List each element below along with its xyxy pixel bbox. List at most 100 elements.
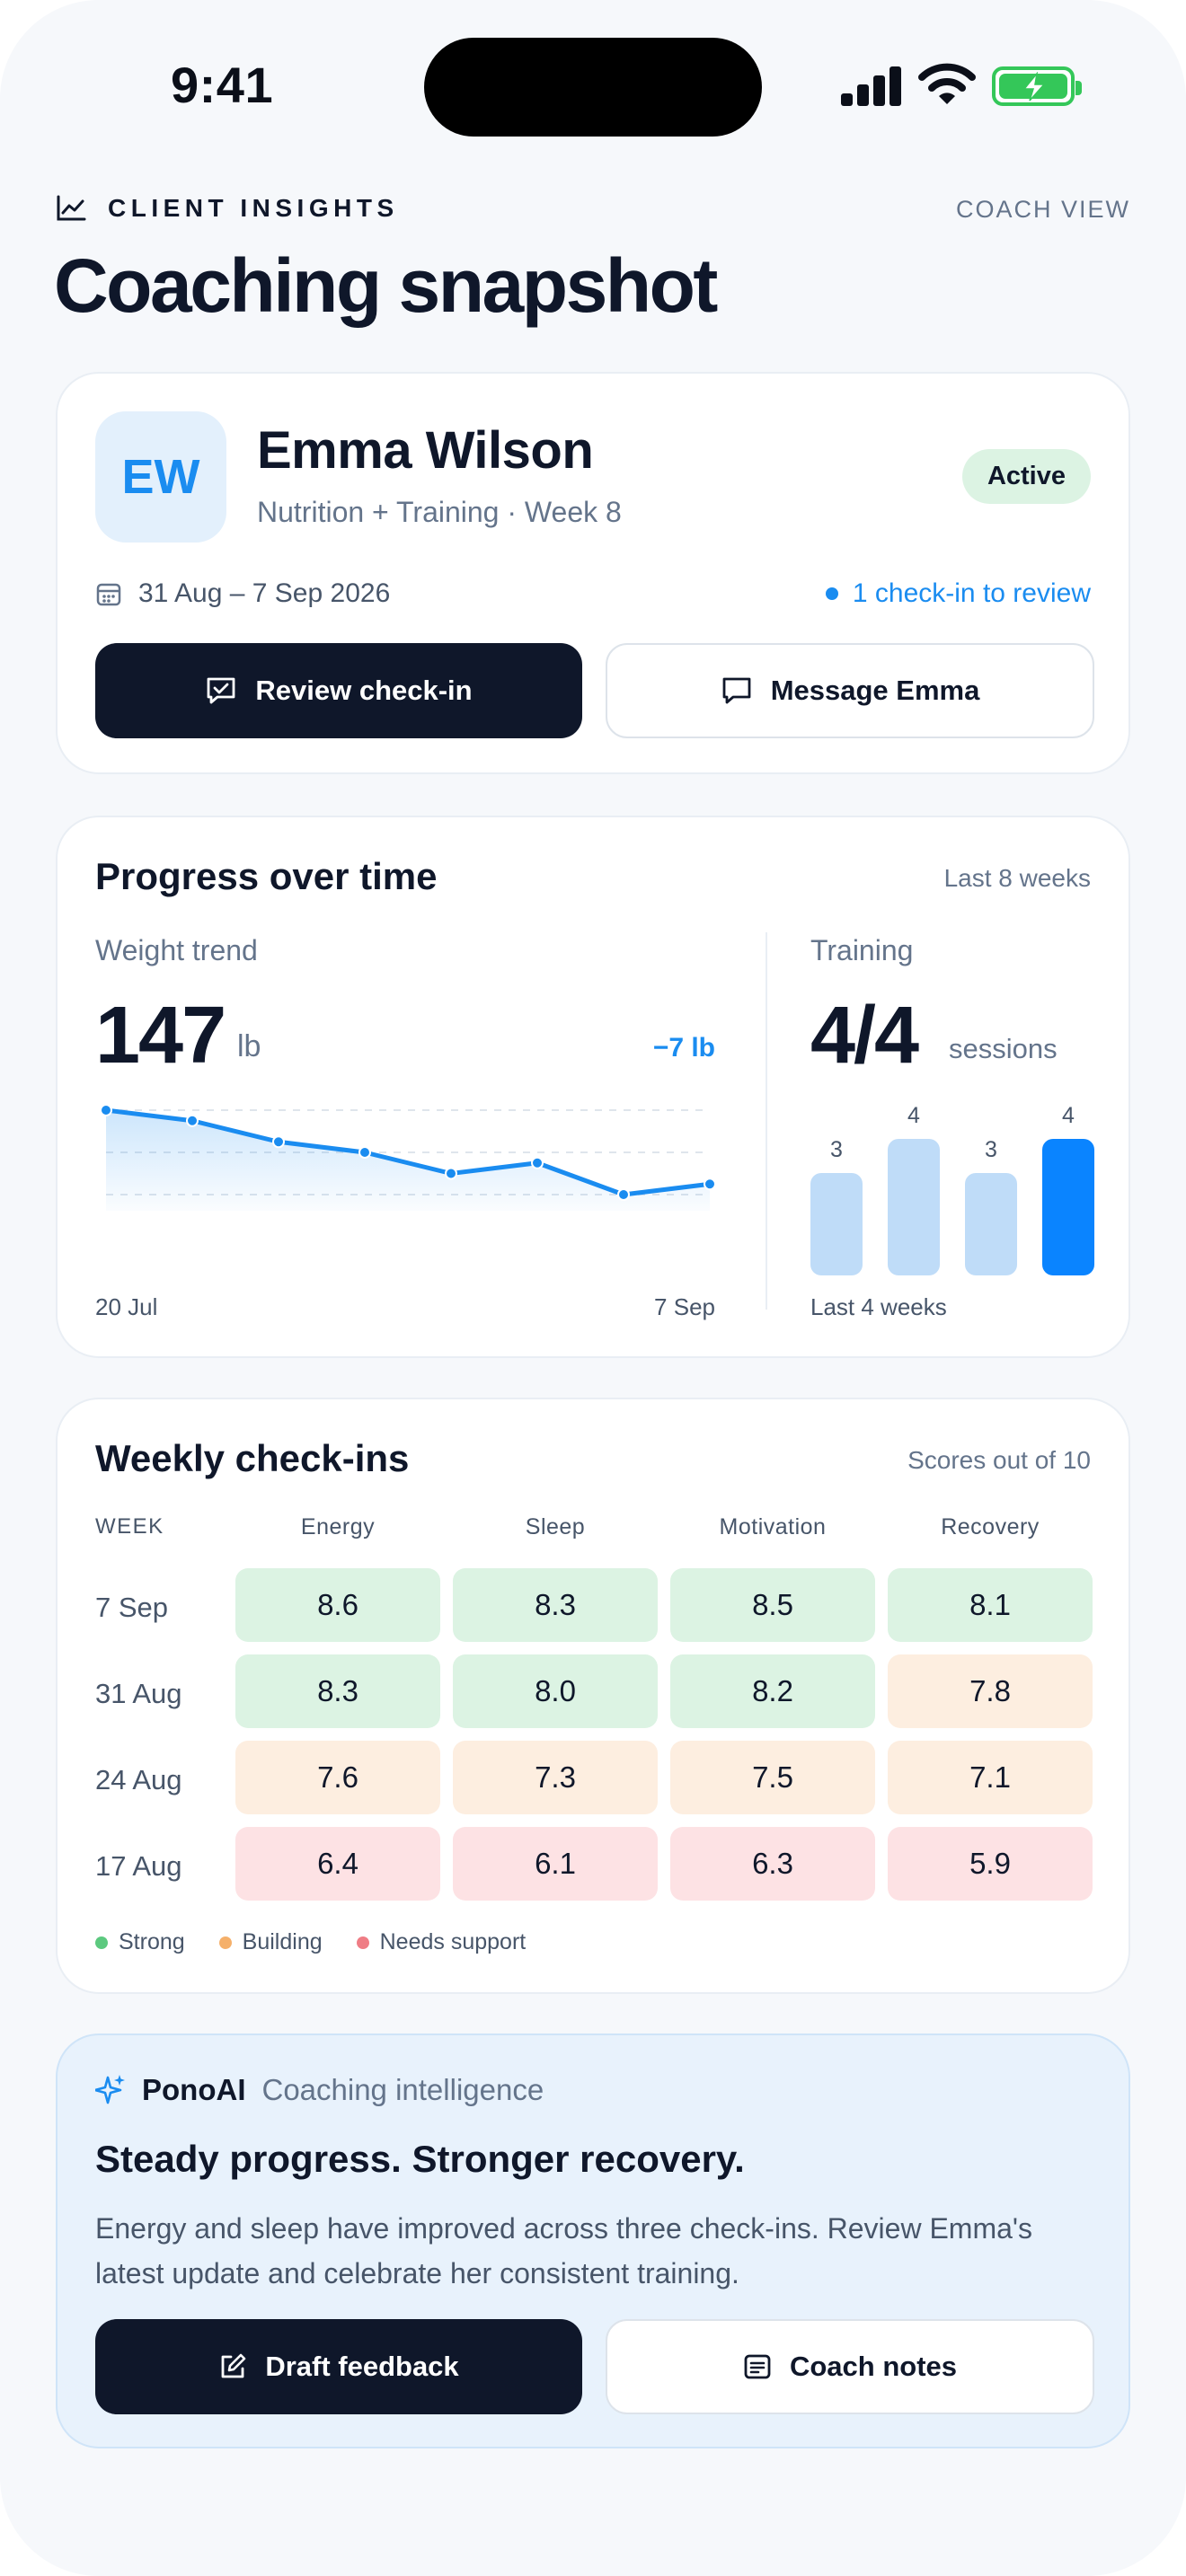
notes-icon <box>744 2354 771 2379</box>
weight-x-start-label: 20 Jul <box>95 1293 158 1320</box>
legend-label: Strong <box>119 1929 185 1954</box>
ai-headline: Steady progress. Stronger recovery. <box>95 2138 745 2180</box>
weight-point <box>445 1167 457 1180</box>
wifi-icon <box>918 63 976 104</box>
score-cell[interactable]: 8.2 <box>670 1654 875 1728</box>
checkin-notice-link[interactable]: 1 check-in to review <box>825 578 1091 609</box>
checkins-meta: Scores out of 10 <box>907 1446 1091 1474</box>
row-week-label: 7 Sep <box>95 1592 169 1623</box>
draft-feedback-button[interactable]: Draft feedback <box>95 2319 582 2414</box>
score-cell[interactable]: 8.5 <box>670 1568 875 1642</box>
weight-point <box>617 1188 630 1201</box>
column-header-recovery: Recovery <box>941 1514 1040 1539</box>
ai-insight-card: PonoAI Coaching intelligence Steady prog… <box>56 2033 1130 2448</box>
column-header-week: WEEK <box>95 1514 164 1539</box>
score-cell[interactable]: 5.9 <box>888 1827 1093 1901</box>
weight-point <box>272 1135 285 1149</box>
sparkle-icon <box>95 2075 125 2104</box>
weekly-checkins-card: Weekly check-ins Scores out of 10 WEEK E… <box>56 1398 1130 1994</box>
training-unit: sessions <box>949 1033 1058 1064</box>
score-cell[interactable]: 8.3 <box>235 1654 440 1728</box>
training-bar <box>888 1139 940 1275</box>
score-cell[interactable]: 6.1 <box>453 1827 658 1901</box>
weight-point <box>704 1178 716 1191</box>
training-label: Training <box>810 934 914 966</box>
chart-line-icon <box>57 195 86 221</box>
client-name: Emma Wilson <box>257 421 594 480</box>
message-client-button[interactable]: Message Emma <box>606 643 1094 738</box>
ai-brand-name: PonoAI <box>142 2073 246 2106</box>
notice-dot <box>825 587 838 600</box>
client-program: Nutrition + Training · Week 8 <box>257 496 622 528</box>
coach-view-toggle[interactable]: COACH VIEW <box>955 196 1130 223</box>
ai-summary: Energy and sleep have improved across th… <box>95 2212 1033 2289</box>
message-client-label: Message Emma <box>770 675 980 706</box>
checkin-notice-label: 1 check-in to review <box>852 578 1091 608</box>
weight-point <box>358 1146 371 1159</box>
score-legend: Strong Building Needs support <box>95 1929 526 1955</box>
legend-dot <box>95 1936 108 1949</box>
legend-item: Strong <box>95 1929 185 1955</box>
legend-item: Needs support <box>356 1929 527 1955</box>
calendar-icon <box>96 583 121 606</box>
score-cell[interactable]: 7.6 <box>235 1741 440 1814</box>
message-icon <box>722 677 751 704</box>
training-bar-chart: 3 4 3 4 <box>810 1103 1094 1275</box>
score-cell[interactable]: 7.5 <box>670 1741 875 1814</box>
chat-check-icon <box>207 677 235 704</box>
training-bar <box>1042 1139 1094 1275</box>
training-bar-label: 3 <box>830 1137 843 1162</box>
checkins-title: Weekly check-ins <box>95 1437 410 1479</box>
progress-title: Progress over time <box>95 855 438 897</box>
score-cell[interactable]: 8.6 <box>235 1568 440 1642</box>
weight-unit: lb <box>237 1029 261 1063</box>
training-bar <box>965 1173 1017 1275</box>
draft-feedback-label: Draft feedback <box>265 2351 459 2382</box>
weight-point <box>186 1114 199 1127</box>
score-cell[interactable]: 7.3 <box>453 1741 658 1814</box>
status-badge: Active <box>961 449 1091 504</box>
legend-item: Building <box>218 1929 323 1955</box>
score-cell[interactable]: 8.1 <box>888 1568 1093 1642</box>
score-cell[interactable]: 8.0 <box>453 1654 658 1728</box>
ai-header: PonoAI Coaching intelligence <box>95 2073 544 2107</box>
edit-icon <box>221 2353 246 2378</box>
review-checkin-label: Review check-in <box>255 675 473 706</box>
eyebrow-label: CLIENT INSIGHTS <box>108 194 399 222</box>
ai-tagline: Coaching intelligence <box>261 2073 544 2106</box>
review-checkin-button[interactable]: Review check-in <box>95 643 582 738</box>
score-cell[interactable]: 8.3 <box>453 1568 658 1642</box>
weight-delta: −7 lb <box>652 1033 715 1063</box>
row-week-label: 24 Aug <box>95 1764 182 1795</box>
row-week-label: 17 Aug <box>95 1850 182 1882</box>
section-divider <box>766 932 767 1310</box>
score-cell[interactable]: 7.1 <box>888 1741 1093 1814</box>
client-card: EW Emma Wilson Nutrition + Training · We… <box>56 372 1130 774</box>
score-cell[interactable]: 7.8 <box>888 1654 1093 1728</box>
legend-dot <box>218 1936 232 1949</box>
column-header-motivation: Motivation <box>719 1514 827 1539</box>
page-title: Coaching snapshot <box>54 243 718 328</box>
column-header-sleep: Sleep <box>525 1514 586 1539</box>
training-bar <box>810 1173 863 1275</box>
training-bar-label: 4 <box>1062 1103 1075 1128</box>
weight-point <box>531 1156 544 1169</box>
weight-area <box>106 1110 710 1211</box>
score-cell[interactable]: 6.4 <box>235 1827 440 1901</box>
date-range: 31 Aug – 7 Sep 2026 <box>95 578 390 609</box>
legend-label: Needs support <box>379 1929 527 1954</box>
training-bar-label: 3 <box>985 1137 997 1162</box>
avatar: EW <box>95 411 226 543</box>
weight-line <box>103 1107 712 1197</box>
dynamic-island <box>424 38 762 137</box>
weight-trend-label: Weight trend <box>95 934 258 966</box>
coach-notes-button[interactable]: Coach notes <box>606 2319 1094 2414</box>
score-cell[interactable]: 6.3 <box>670 1827 875 1901</box>
row-week-label: 31 Aug <box>95 1678 182 1709</box>
training-footer-label: Last 4 weeks <box>810 1293 947 1320</box>
weight-trend-chart <box>100 1104 716 1211</box>
column-header-energy: Energy <box>300 1514 376 1539</box>
date-range-label: 31 Aug – 7 Sep 2026 <box>138 578 391 608</box>
weight-value: 147 <box>95 991 226 1081</box>
